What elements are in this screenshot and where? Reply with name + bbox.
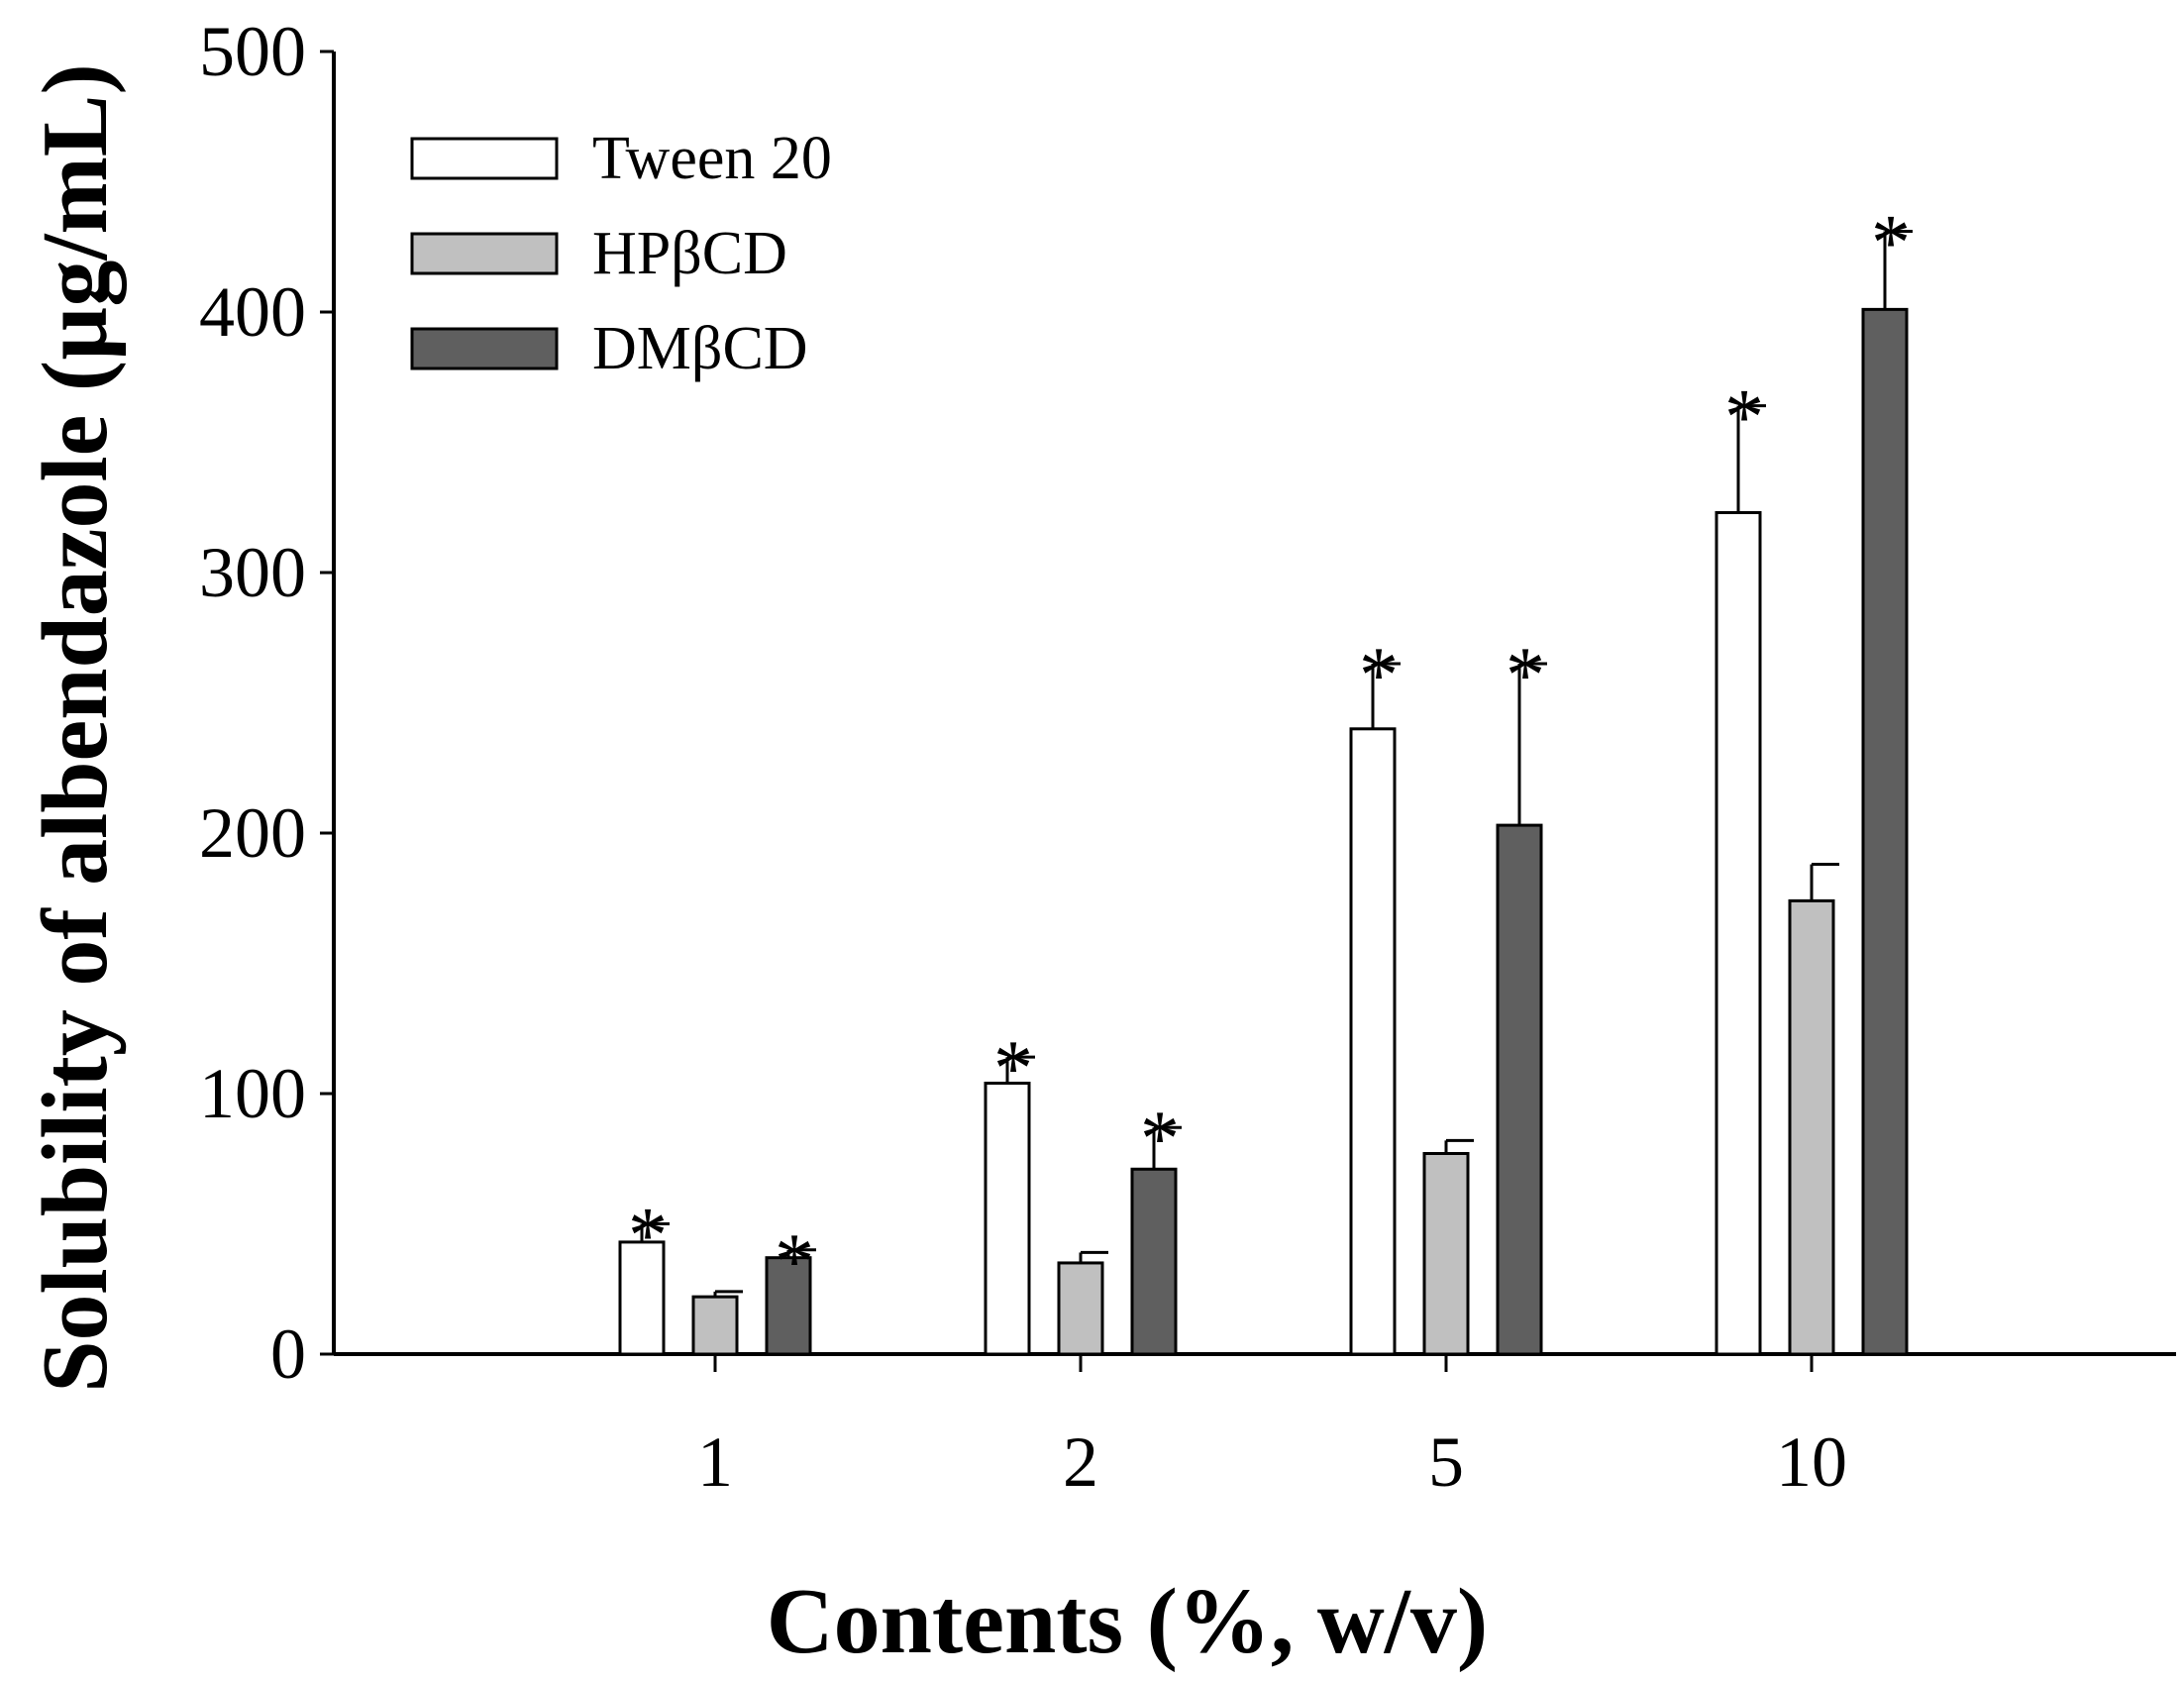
bar-dm-cd (1130, 1167, 1178, 1356)
x-axis-ticks: 1 2 5 10 (697, 1354, 1847, 1502)
significance-mark: * (1506, 632, 1545, 719)
bar-tween-20 (618, 1240, 666, 1356)
bar-series: * * * * * * * * (618, 199, 1913, 1356)
legend-swatch-tween-20 (410, 137, 559, 180)
significance-mark: * (1140, 1096, 1180, 1183)
bar-tween-20 (1715, 511, 1762, 1356)
significance-mark: * (1871, 199, 1911, 286)
bar-hp-cd (1788, 898, 1835, 1356)
bar-dm-cd (1496, 823, 1543, 1356)
y-tick-label: 400 (199, 272, 306, 352)
bar-hp-cd (691, 1295, 739, 1356)
legend: Tween 20 HPβCD DMβCD (410, 125, 832, 382)
significance-mark: * (628, 1193, 668, 1280)
x-tick-label: 2 (1063, 1422, 1098, 1502)
bar-hp-cd (1057, 1261, 1104, 1356)
x-tick-label: 10 (1776, 1422, 1847, 1502)
legend-swatch-hp-cd (410, 232, 559, 275)
significance-mark: * (775, 1218, 814, 1306)
y-axis-title: Solubility of albendazole (µg/mL) (24, 63, 127, 1393)
legend-label-hp-cd: HPβCD (592, 220, 787, 287)
y-axis-ticks: 0 100 200 300 400 500 (199, 12, 334, 1394)
bar-hp-cd (1422, 1151, 1470, 1356)
legend-label-dm-cd: DMβCD (592, 315, 808, 382)
significance-mark: * (1359, 632, 1399, 719)
y-tick-label: 500 (199, 12, 306, 91)
legend-swatch-dm-cd (410, 327, 559, 370)
significance-mark: * (993, 1025, 1033, 1112)
bar-dm-cd (765, 1256, 812, 1356)
y-tick-label: 200 (199, 793, 306, 873)
bar-tween-20 (984, 1081, 1031, 1356)
y-tick-label: 100 (199, 1054, 306, 1133)
bar-dm-cd (1861, 307, 1909, 1356)
bar-tween-20 (1349, 727, 1397, 1356)
significance-mark: * (1724, 374, 1764, 462)
x-axis-title: Contents (%, w/v) (767, 1570, 1488, 1673)
x-tick-label: 5 (1428, 1422, 1464, 1502)
y-tick-label: 300 (199, 533, 306, 612)
x-tick-label: 1 (697, 1422, 733, 1502)
legend-label-tween-20: Tween 20 (592, 125, 832, 192)
y-tick-label: 0 (270, 1314, 306, 1394)
